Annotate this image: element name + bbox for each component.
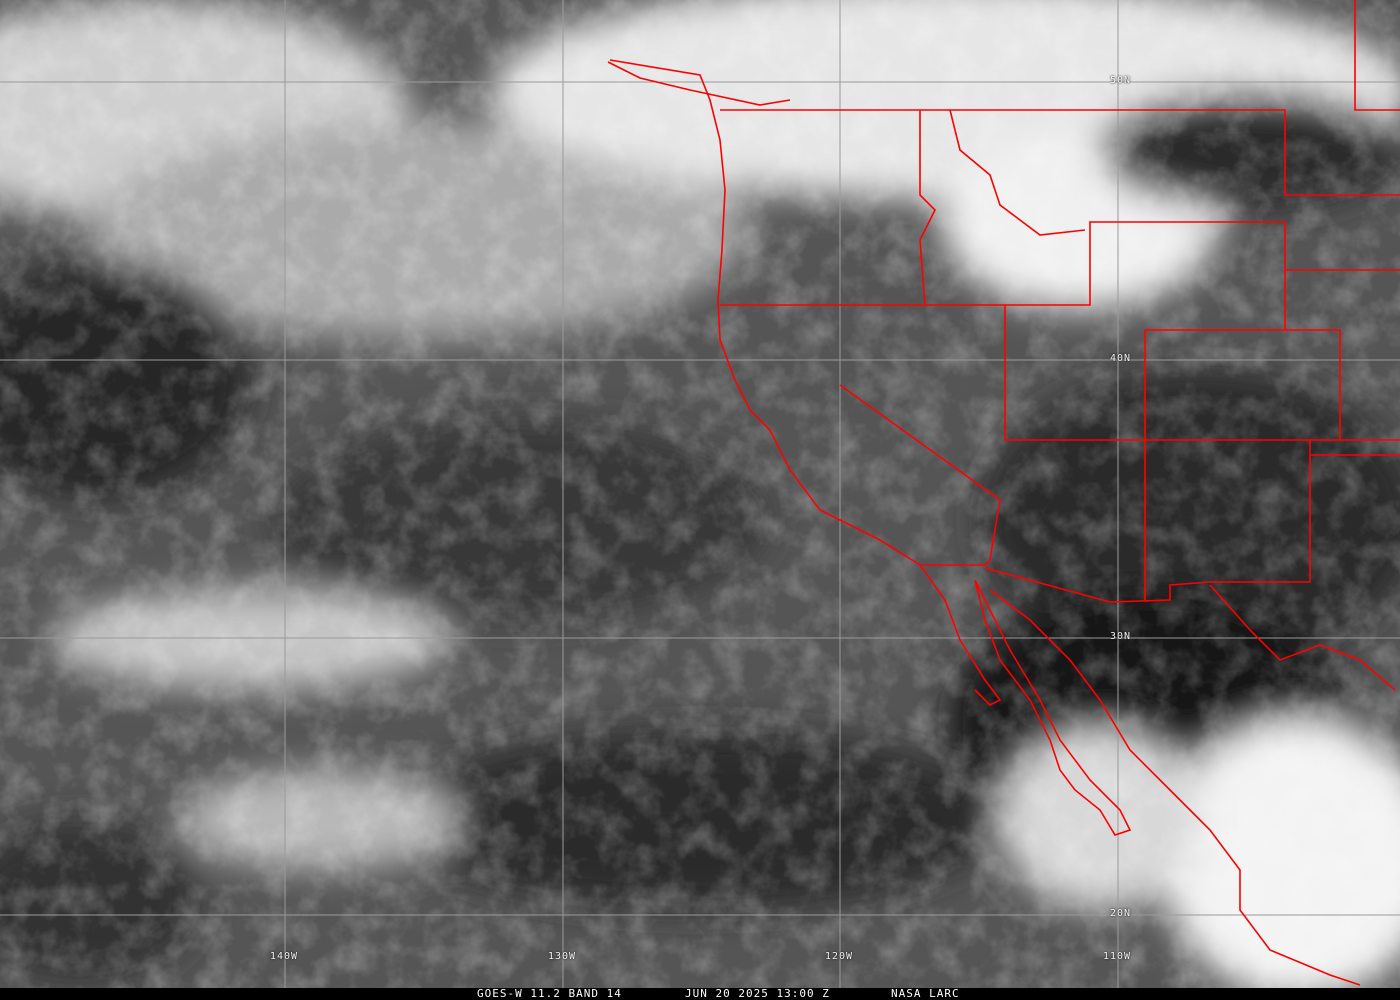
- longitude-label-110w: 110W: [1103, 951, 1132, 962]
- us-mexico-border: [1209, 584, 1396, 691]
- latitude-label-30n: 30N: [1110, 631, 1132, 642]
- mexico-mainland-coast: [989, 589, 1361, 986]
- source-label: NASA LARC: [891, 987, 960, 1000]
- latitude-label-20n: 20N: [1110, 908, 1132, 919]
- longitude-label-120w: 120W: [825, 951, 854, 962]
- sensor-label: GOES-W 11.2 BAND 14: [477, 987, 622, 1000]
- longitude-label-140w: 140W: [270, 951, 299, 962]
- latitude-label-40n: 40N: [1110, 353, 1132, 364]
- coastline: [609, 59, 1002, 706]
- political-borders: [607, 0, 1400, 986]
- baja-peninsula: [974, 579, 1132, 836]
- image-caption-bar: GOES-W 11.2 BAND 14 JUN 20 2025 13:00 Z …: [0, 988, 1400, 1000]
- latitude-label-50n: 50N: [1110, 75, 1132, 86]
- coastline-vancouver-island: [607, 61, 791, 106]
- state-borders: [720, 0, 1400, 603]
- longitude-label-130w: 130W: [548, 951, 577, 962]
- timestamp-label: JUN 20 2025 13:00 Z: [685, 987, 830, 1000]
